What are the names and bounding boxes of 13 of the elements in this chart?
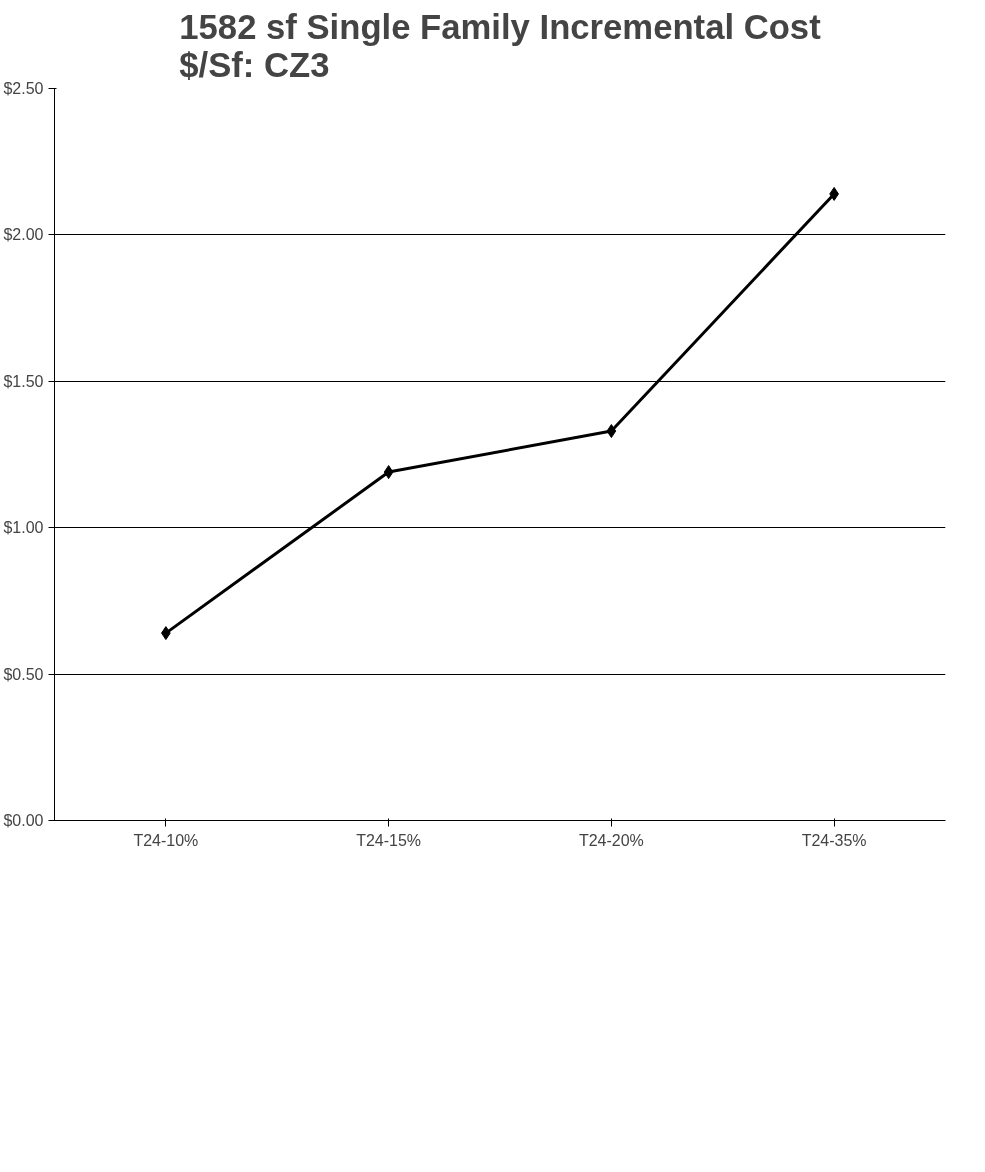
chart-title: 1582 sf Single Family Incremental Cost $/Sf: CZ3 [179,7,822,84]
y-tick-label: $0.50 [3,665,44,683]
point [606,424,617,439]
y-tick-label: $2.00 [3,226,44,244]
y-tick-label: $1.50 [3,372,44,390]
x-tick-label: T24-20% [578,831,644,849]
x-tick-label: T24-15% [356,831,422,849]
y-tick-label: $2.50 [3,80,44,97]
x-tick-label: T24-10% [133,831,199,849]
y-tick-label: $1.00 [3,519,44,537]
x-tick-label: T24-35% [801,831,867,849]
y-tick-label: $0.00 [3,812,44,829]
point [383,465,394,480]
